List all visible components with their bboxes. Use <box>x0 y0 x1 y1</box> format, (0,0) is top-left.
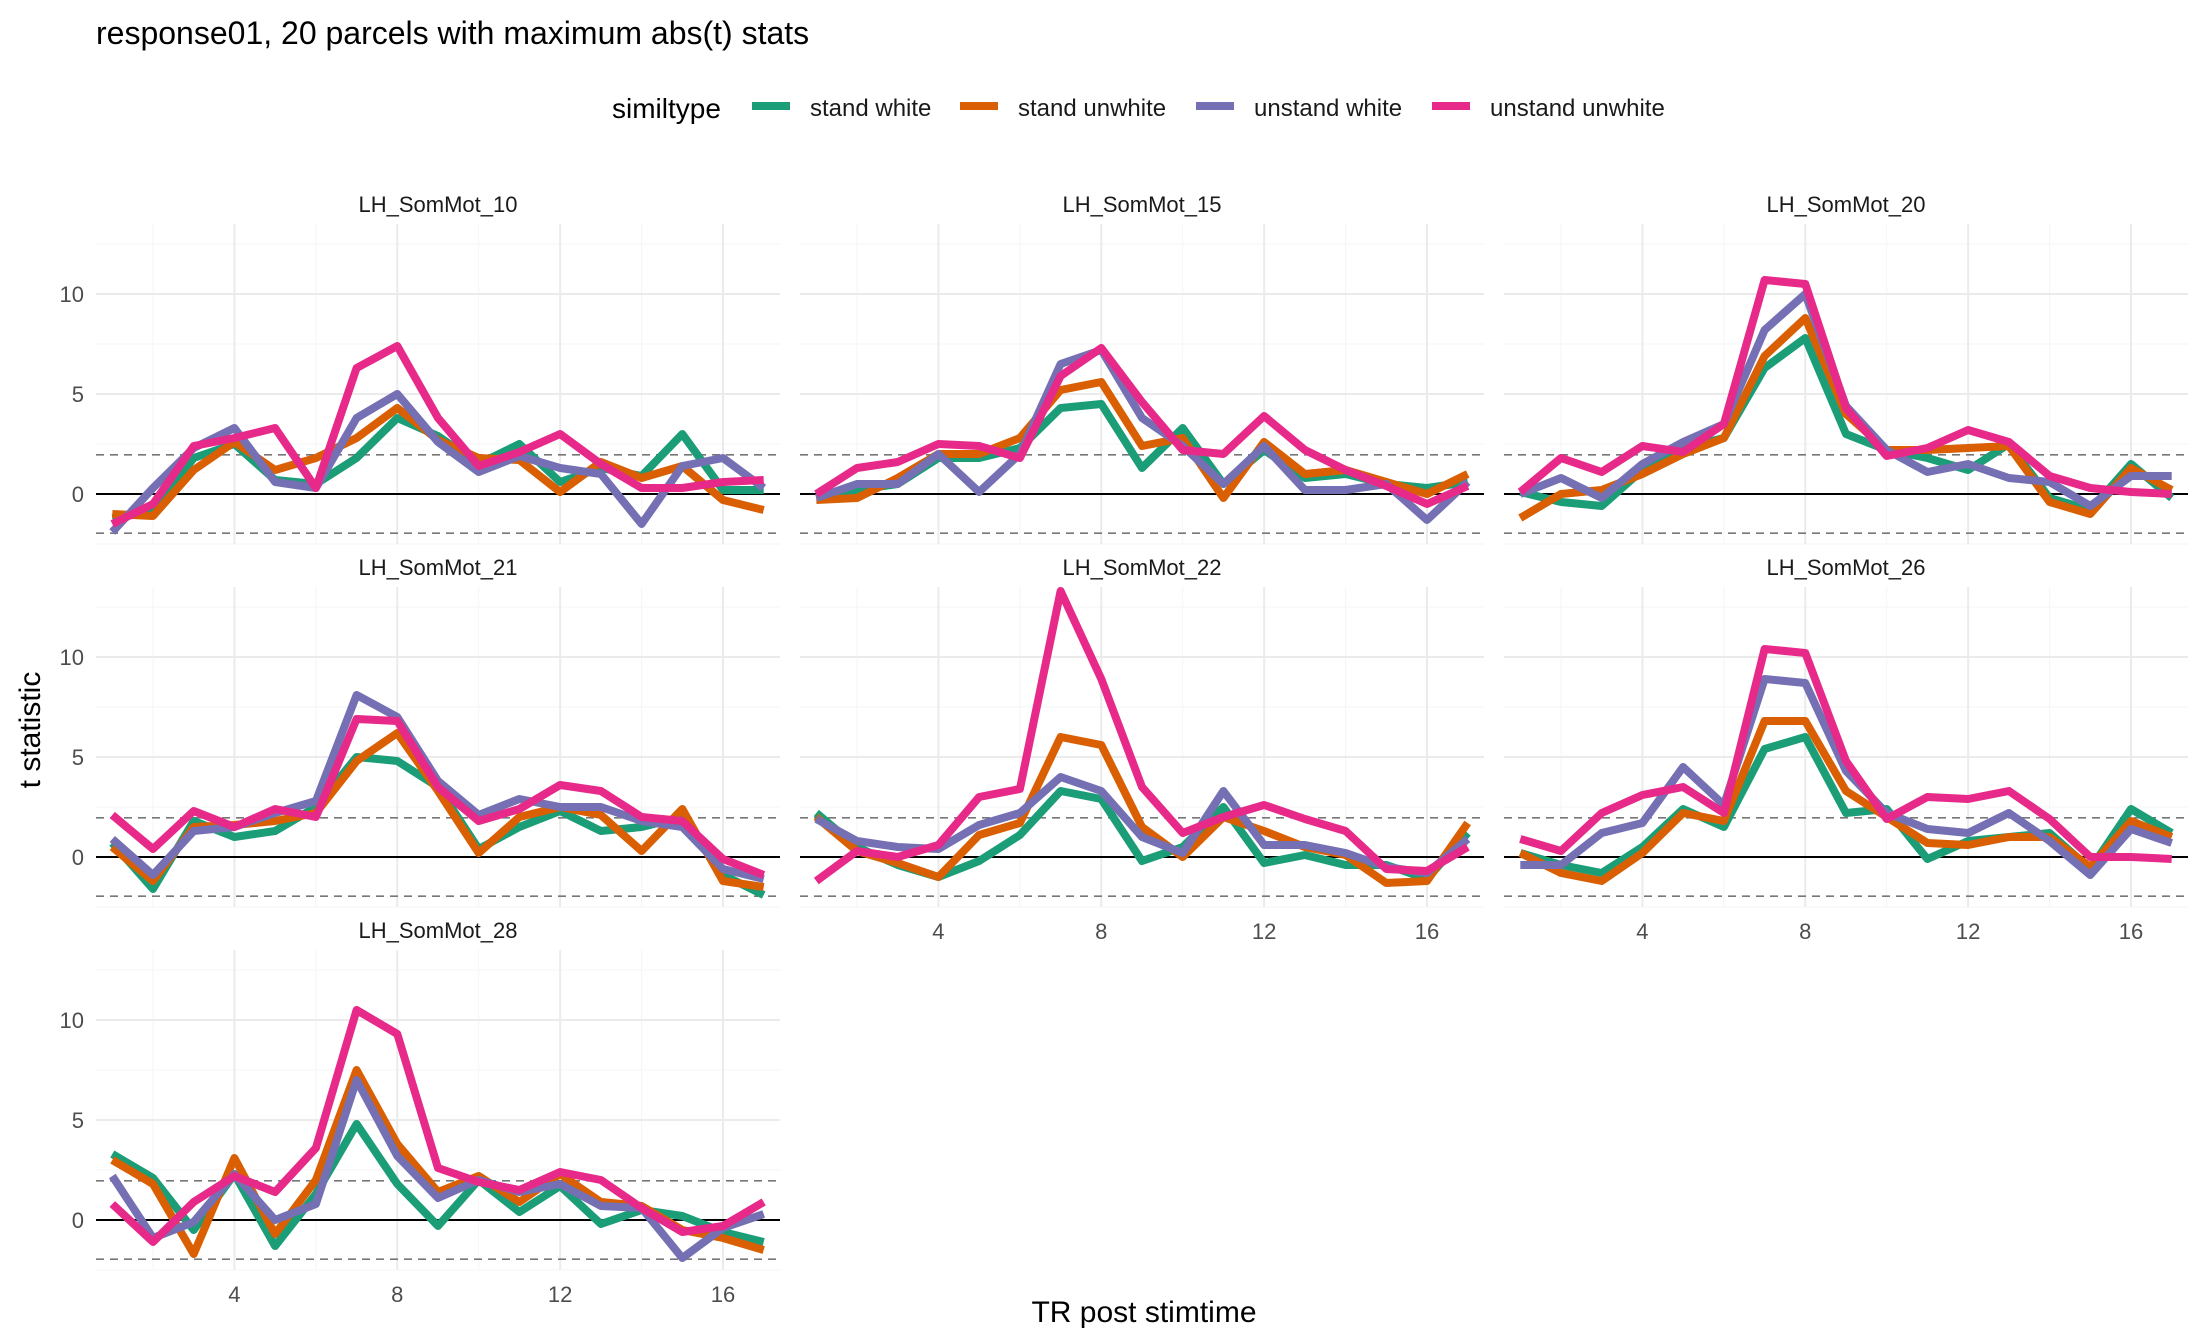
y-tick-label: 0 <box>72 1208 84 1233</box>
panel-LH_SomMot_28: LH_SomMot_28 0 5 10 4 8 12 16 <box>60 918 780 1307</box>
y-axis-title: t statistic <box>14 672 47 789</box>
x-tick-label: 16 <box>2119 919 2143 944</box>
x-tick-label: 12 <box>548 1282 572 1307</box>
panel-LH_SomMot_26: LH_SomMot_26 4 8 12 16 <box>1504 555 2188 944</box>
legend-label-stand-unwhite: stand unwhite <box>1018 95 1166 122</box>
series-line-unstand-white <box>814 346 1471 524</box>
legend-title: similtype <box>612 93 721 124</box>
series-line-unstand-unwhite <box>109 1006 766 1246</box>
y-tick-label: 5 <box>72 745 84 770</box>
x-tick-label: 4 <box>932 919 944 944</box>
panel-strip-label: LH_SomMot_21 <box>359 555 518 580</box>
x-tick-label: 12 <box>1956 919 1980 944</box>
y-tick-label: 10 <box>60 645 84 670</box>
y-tick-label: 10 <box>60 1008 84 1033</box>
y-tick-label: 5 <box>72 382 84 407</box>
panel-LH_SomMot_10: LH_SomMot_10 0 5 10 <box>60 192 780 545</box>
series-line-stand-white <box>110 1120 765 1250</box>
series-line-unstand-white <box>1520 675 2174 879</box>
legend-label-stand-white: stand white <box>810 95 931 122</box>
series-line-stand-unwhite <box>112 404 765 520</box>
panel-LH_SomMot_22: LH_SomMot_22 4 8 12 16 <box>800 555 1484 944</box>
series-line-unstand-unwhite <box>1517 276 2172 498</box>
panel-strip-label: LH_SomMot_20 <box>1767 192 1926 217</box>
series-line-stand-unwhite <box>813 733 1471 887</box>
panel-LH_SomMot_15: LH_SomMot_15 <box>800 192 1484 545</box>
panel-strip-label: LH_SomMot_26 <box>1767 555 1926 580</box>
panel-strip-label: LH_SomMot_28 <box>359 918 518 943</box>
series-line-unstand-white <box>109 390 767 535</box>
y-tick-label: 0 <box>72 845 84 870</box>
legend-label-unstand-unwhite: unstand unwhite <box>1490 95 1665 122</box>
y-tick-label: 0 <box>72 482 84 507</box>
x-tick-label: 4 <box>1636 919 1648 944</box>
panel-LH_SomMot_20: LH_SomMot_20 <box>1504 192 2188 545</box>
series-line-unstand-white <box>108 1076 766 1262</box>
series-line-unstand-unwhite <box>814 344 1470 508</box>
panel-LH_SomMot_21: LH_SomMot_21 0 5 10 <box>60 555 780 908</box>
series-line-unstand-unwhite <box>110 342 764 528</box>
x-tick-label: 4 <box>228 1282 240 1307</box>
x-tick-label: 16 <box>711 1282 735 1307</box>
series-line-unstand-unwhite <box>109 715 766 879</box>
x-axis-title: TR post stimtime <box>1031 1296 1256 1329</box>
panel-strip-label: LH_SomMot_15 <box>1063 192 1222 217</box>
x-tick-label: 16 <box>1415 919 1439 944</box>
panel-strip-label: LH_SomMot_22 <box>1063 555 1222 580</box>
x-tick-label: 8 <box>391 1282 403 1307</box>
series-line-unstand-unwhite <box>813 587 1470 885</box>
panel-strip-label: LH_SomMot_10 <box>359 192 518 217</box>
y-tick-label: 5 <box>72 1108 84 1133</box>
x-tick-label: 8 <box>1799 919 1811 944</box>
series-line-stand-unwhite <box>1518 717 2174 885</box>
x-tick-label: 12 <box>1252 919 1276 944</box>
facet-panels: LH_SomMot_10 0 5 10 LH_SomMot_15 LH_SomMot_20… <box>60 192 2188 1307</box>
series-line-unstand-unwhite <box>1519 645 2172 863</box>
legend: similtype stand white stand unwhite unstan… <box>612 93 1665 124</box>
chart-title: response01, 20 parcels with maximum abs(… <box>96 15 809 51</box>
y-tick-label: 10 <box>60 282 84 307</box>
legend-label-unstand-white: unstand white <box>1254 95 1402 122</box>
x-tick-label: 8 <box>1095 919 1107 944</box>
